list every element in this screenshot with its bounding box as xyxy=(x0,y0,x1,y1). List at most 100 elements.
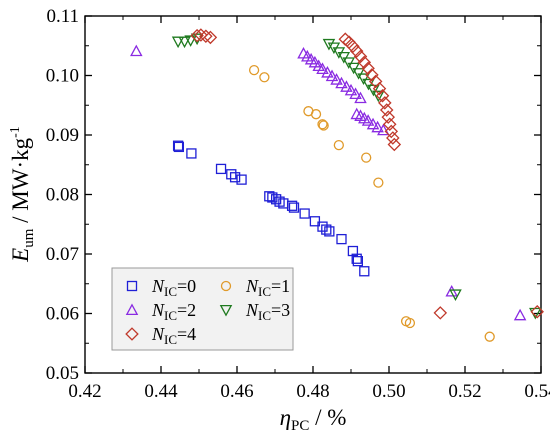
legend-label-nic0: NIC=0 xyxy=(151,276,196,299)
data-point-nic2 xyxy=(340,80,353,92)
y-tick-label: 0.06 xyxy=(46,304,79,325)
data-point-nic0 xyxy=(352,255,363,267)
data-point-nic0 xyxy=(173,141,185,153)
data-point-nic4 xyxy=(387,137,402,152)
data-point-nic2 xyxy=(366,117,380,130)
data-point-nic4 xyxy=(349,44,364,58)
data-point-nic1 xyxy=(318,120,329,131)
data-point-nic0 xyxy=(347,245,359,257)
data-point-nic4 xyxy=(382,117,397,132)
legend-markers xyxy=(125,280,233,341)
data-point-nic4 xyxy=(361,61,375,76)
data-point-nic0 xyxy=(226,169,237,180)
data-point-nic0 xyxy=(336,233,347,245)
data-point-nic1 xyxy=(484,331,495,342)
data-point-nic2 xyxy=(445,284,458,297)
data-point-nic4 xyxy=(342,35,356,49)
data-point-nic2 xyxy=(316,62,329,75)
data-point-nic4 xyxy=(199,29,213,43)
data-point-nic4 xyxy=(372,81,387,96)
y-tick-label: 0.11 xyxy=(46,6,79,27)
x-tick-label: 0.54 xyxy=(524,381,550,402)
legend-marker-nic4 xyxy=(125,327,139,341)
legend-label-nic3: NIC=3 xyxy=(245,300,290,323)
data-point-nic3 xyxy=(184,35,197,47)
data-point-nic2 xyxy=(513,308,527,321)
data-point-nic0 xyxy=(288,202,300,213)
data-point-nic0 xyxy=(351,253,362,264)
y-tick-label: 0.09 xyxy=(46,125,79,146)
data-point-nic2 xyxy=(361,114,375,126)
data-point-nic4 xyxy=(357,55,372,70)
x-tick-label: 0.42 xyxy=(68,381,101,402)
data-point-nic2 xyxy=(371,120,384,133)
data-point-nic0 xyxy=(299,208,310,219)
data-point-nic0 xyxy=(309,216,321,227)
data-point-nic0 xyxy=(359,266,370,277)
x-tick-label: 0.48 xyxy=(296,381,329,402)
legend-marker-nic3 xyxy=(219,304,233,317)
data-point-nic0 xyxy=(324,226,335,237)
legend: NIC=0 NIC=1 NIC=2 NIC=3 NIC=4 xyxy=(111,267,294,351)
data-point-nic1 xyxy=(259,72,270,83)
y-axis-title: Eum / MW·kg-1 xyxy=(8,126,37,263)
data-point-nic2 xyxy=(130,44,143,57)
y-tick-label: 0.10 xyxy=(46,66,79,87)
legend-label-nic4: NIC=4 xyxy=(151,324,196,347)
data-point-nic0 xyxy=(286,200,298,211)
data-point-nic3 xyxy=(178,36,191,49)
data-point-nic3 xyxy=(362,78,375,91)
data-point-nic2 xyxy=(344,83,358,96)
data-point-nic2 xyxy=(349,87,362,99)
data-point-nic2 xyxy=(321,65,334,78)
legend-label-nic1: NIC=1 xyxy=(245,276,290,299)
data-points xyxy=(130,28,544,342)
legend-label-nic2: NIC=2 xyxy=(151,300,196,323)
data-point-nic1 xyxy=(333,139,344,151)
data-point-nic1 xyxy=(373,177,384,188)
y-tick-label: 0.05 xyxy=(46,363,79,384)
data-point-nic3 xyxy=(322,38,336,51)
axis-ticks: 0.42 0.44 0.46 0.48 0.50 0.52 0.54 0.05 0.06 0.07… xyxy=(46,6,550,402)
data-point-nic2 xyxy=(297,46,310,59)
data-point-nic2 xyxy=(325,69,339,82)
legend-marker-nic2 xyxy=(125,303,139,316)
data-point-nic4 xyxy=(386,131,400,145)
data-point-nic2 xyxy=(354,91,367,104)
x-tick-label: 0.52 xyxy=(448,381,481,402)
data-point-nic1 xyxy=(404,317,416,329)
data-point-nic3 xyxy=(171,36,185,49)
data-point-nic4 xyxy=(379,103,394,117)
legend-marker-nic1 xyxy=(220,280,232,292)
x-tick-label: 0.50 xyxy=(372,381,405,402)
data-point-nic1 xyxy=(310,109,322,120)
data-point-nic4 xyxy=(378,96,392,110)
data-point-nic4 xyxy=(530,304,544,319)
data-point-nic1 xyxy=(361,152,372,163)
x-tick-label: 0.44 xyxy=(144,381,178,402)
data-point-nic4 xyxy=(194,28,208,42)
data-point-nic2 xyxy=(330,73,343,85)
data-point-nic3 xyxy=(449,289,462,302)
data-point-nic0 xyxy=(264,191,275,202)
data-point-nic2 xyxy=(335,76,348,89)
legend-box xyxy=(111,267,294,351)
data-point-nic4 xyxy=(190,28,204,43)
data-point-nic3 xyxy=(372,90,385,103)
legend-marker-nic0 xyxy=(126,280,138,292)
data-point-nic1 xyxy=(248,64,260,76)
data-point-nic0 xyxy=(236,174,247,185)
y-tick-label: 0.07 xyxy=(46,244,79,265)
data-point-nic4 xyxy=(384,124,399,139)
data-point-nic0 xyxy=(215,163,227,175)
data-point-nic4 xyxy=(365,68,379,82)
data-point-nic0 xyxy=(229,172,241,183)
data-point-nic4 xyxy=(346,39,360,54)
x-tick-label: 0.46 xyxy=(220,381,253,402)
y-tick-label: 0.08 xyxy=(46,185,79,206)
data-point-nic4 xyxy=(433,306,448,320)
data-point-nic0 xyxy=(172,140,184,151)
data-point-nic0 xyxy=(186,148,197,159)
x-axis-title: ηPC / % xyxy=(280,405,347,434)
